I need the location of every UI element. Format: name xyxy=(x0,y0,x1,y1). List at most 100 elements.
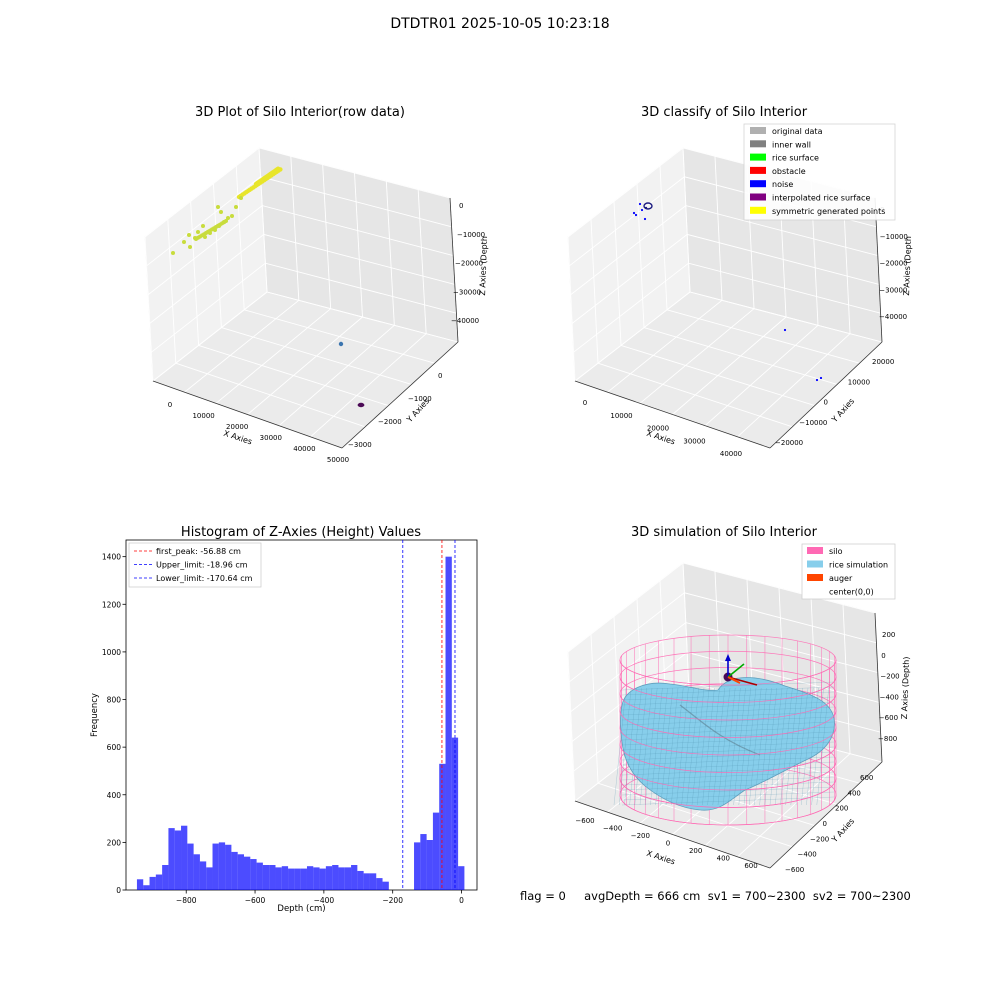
rice-mesh xyxy=(759,687,772,806)
left-grid-y xyxy=(613,201,622,346)
legend-label: rice surface xyxy=(772,154,819,163)
histogram-bar xyxy=(231,851,238,890)
histogram-bar xyxy=(237,854,244,890)
floor-grid-x xyxy=(704,324,819,427)
y-tick-label: 1400 xyxy=(102,553,121,562)
z-axis-label: Z Axies (Depth xyxy=(902,236,913,296)
y-tick-label: 400 xyxy=(107,791,122,800)
z-axis-label: Z Axies (Depth xyxy=(478,236,489,296)
rice-mesh xyxy=(790,687,803,806)
histogram-bar xyxy=(162,865,169,890)
y-tick-label: 200 xyxy=(835,805,848,813)
rice-mesh xyxy=(621,731,835,741)
silo-ring-front xyxy=(619,778,837,808)
z-tick-label: 0 xyxy=(881,652,885,660)
y-tick-label: 200 xyxy=(107,838,122,847)
z-tick-label: −10000 xyxy=(457,231,485,239)
data-point xyxy=(275,166,281,171)
y-tick-label: 20000 xyxy=(872,358,894,366)
histogram-bar xyxy=(212,843,219,890)
legend-swatch xyxy=(750,206,766,214)
z-tick-label: −20000 xyxy=(455,260,483,268)
rice-ridge xyxy=(679,704,761,756)
left-grid-y xyxy=(659,165,668,310)
x-tick-label: 50000 xyxy=(327,456,349,464)
x-tick-label: 30000 xyxy=(260,434,282,442)
rice-mesh xyxy=(639,687,653,806)
z-tick-label: −800 xyxy=(878,735,897,743)
floor-grid-y xyxy=(643,327,838,385)
rice-mesh xyxy=(621,796,835,806)
y-axis-label: Y Axies xyxy=(829,817,856,845)
legend-swatch xyxy=(750,127,766,134)
left-grid-y xyxy=(590,219,599,364)
histogram-bar xyxy=(281,866,289,890)
floor-grid-x xyxy=(184,299,300,393)
y-axis-line xyxy=(769,341,883,449)
grid-z xyxy=(571,233,880,324)
rice-mesh xyxy=(621,786,835,796)
axis-arrow-y xyxy=(727,663,745,678)
legend-label: obstacle xyxy=(772,167,806,176)
z-tick-label: −600 xyxy=(879,714,898,722)
y-tick-label: −400 xyxy=(798,851,817,859)
histogram-bar xyxy=(262,865,270,890)
z-axis-label: Z Axies (Depth) xyxy=(900,656,911,719)
rice-mesh xyxy=(621,716,835,726)
rice-mesh xyxy=(795,687,809,806)
silo-ring-front xyxy=(619,710,837,738)
rice-mesh xyxy=(717,687,731,806)
data-point xyxy=(224,219,228,223)
x-tick-label: 10000 xyxy=(610,412,632,420)
legend-swatch xyxy=(807,574,823,581)
grid-z xyxy=(574,291,883,382)
rice-mesh xyxy=(764,687,777,806)
y-tick-label: −2000 xyxy=(378,418,402,426)
x-tick-label: −600 xyxy=(575,817,594,825)
rice-mesh xyxy=(621,776,835,786)
histogram-bar xyxy=(344,867,352,890)
x-axis-line xyxy=(574,380,771,449)
y-tick-label: −10000 xyxy=(799,419,827,427)
rice-mesh xyxy=(686,687,699,806)
histogram-bar xyxy=(181,825,188,890)
data-point xyxy=(239,196,243,200)
left-grid-y xyxy=(567,651,576,802)
x-tick-label: 0 xyxy=(168,401,172,409)
y-tick-label: 600 xyxy=(107,743,122,752)
floor-grid-x xyxy=(737,753,851,858)
histogram-bar xyxy=(325,866,333,890)
floor-grid-y xyxy=(597,362,793,428)
z-tick-label: 0 xyxy=(459,202,463,210)
legend-swatch xyxy=(750,180,766,188)
rice-mesh xyxy=(749,687,762,806)
z-tick-label: −40000 xyxy=(879,313,907,321)
histogram-bar xyxy=(143,885,150,890)
x-tick-label: 10000 xyxy=(192,412,214,420)
grid-z xyxy=(573,262,881,353)
rice-mesh xyxy=(621,761,835,771)
left-grid-y xyxy=(636,183,645,328)
data-point xyxy=(216,205,220,209)
silo-ring-front xyxy=(619,761,837,791)
grid-z xyxy=(570,205,878,295)
left-grid-y xyxy=(212,183,222,328)
left-grid-y xyxy=(235,165,245,310)
legend-swatch xyxy=(750,153,766,161)
histogram-bar xyxy=(218,842,226,890)
legend-label: noise xyxy=(772,180,793,189)
back-grid-x xyxy=(417,189,427,334)
data-point xyxy=(634,213,638,217)
legend-label: silo xyxy=(829,547,843,556)
histogram-bar xyxy=(174,830,182,890)
rice-mesh xyxy=(702,687,715,806)
legend-swatch xyxy=(750,193,766,201)
legend-label: interpolated rice surface xyxy=(772,194,870,203)
left-grid-y xyxy=(167,219,177,364)
grid-z xyxy=(146,176,452,267)
x-tick-label: 40000 xyxy=(293,445,315,453)
y-tick-label: −3000 xyxy=(348,441,372,449)
data-point xyxy=(357,402,365,408)
rice-mesh xyxy=(691,687,705,806)
